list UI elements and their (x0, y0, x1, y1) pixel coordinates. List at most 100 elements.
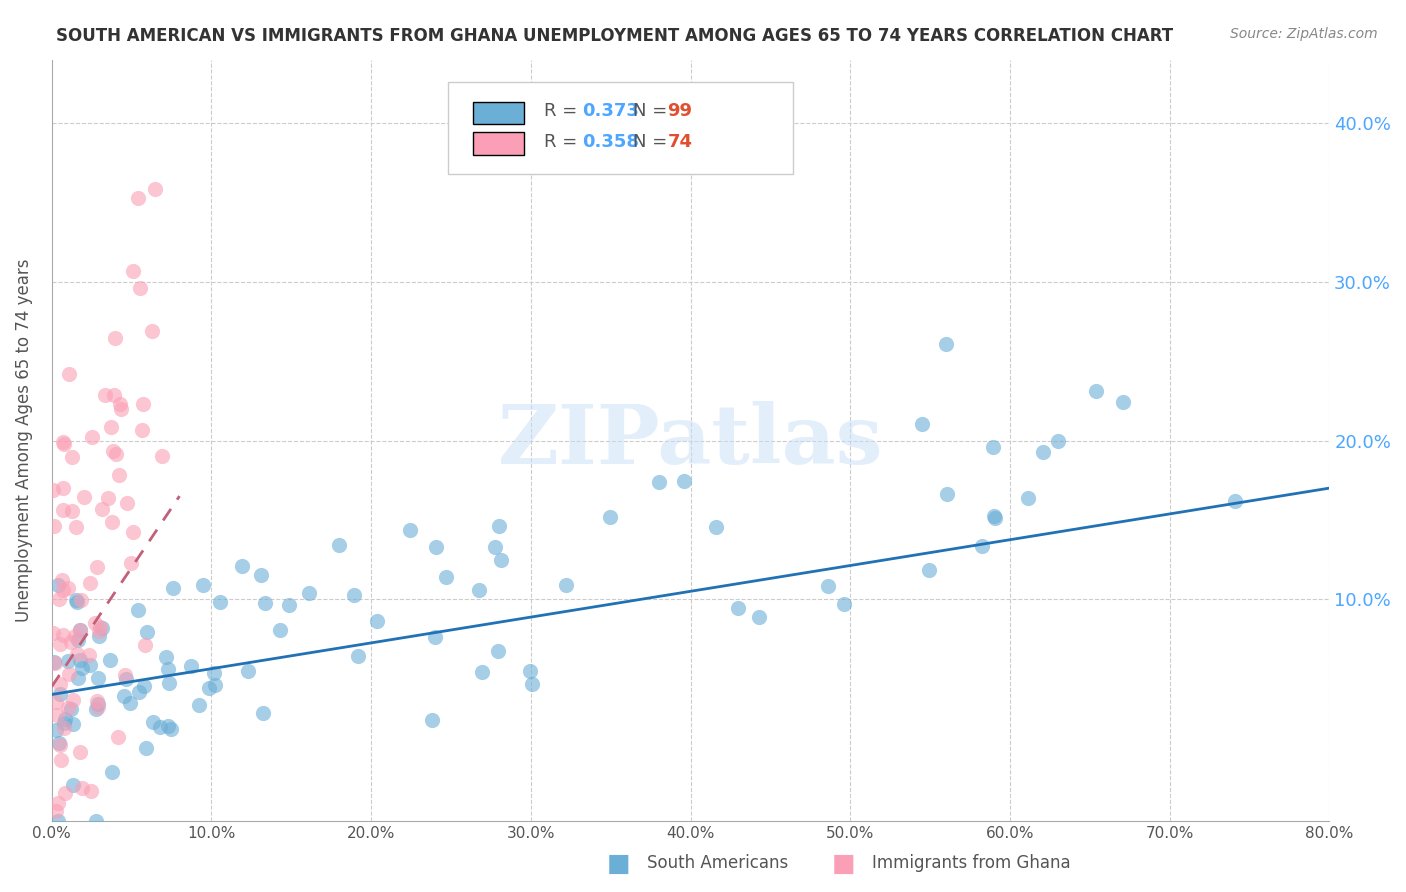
Point (343, 588, 366, 602)
Point (347, 649, 370, 664)
Point (73, 490, 96, 504)
Point (648, 475, 671, 489)
Point (328, 538, 350, 552)
Text: SOUTH AMERICAN VS IMMIGRANTS FROM GHANA UNEMPLOYMENT AMONG AGES 65 TO 74 YEARS C: SOUTH AMERICAN VS IMMIGRANTS FROM GHANA … (56, 27, 1174, 45)
Point (1085, 384, 1108, 399)
Point (48, 738, 70, 752)
Point (112, 689, 135, 703)
Text: 0.358: 0.358 (582, 133, 638, 151)
Point (52, 503, 75, 517)
Point (100, 764, 122, 779)
Point (66, 595, 89, 609)
Point (425, 540, 447, 554)
Point (80, 784, 103, 798)
Point (420, 714, 443, 728)
Point (52, 628, 75, 642)
Point (108, 397, 131, 411)
Point (79, 575, 101, 590)
Point (149, 720, 172, 734)
Text: 99: 99 (668, 103, 693, 120)
Point (69, 745, 91, 759)
Point (1017, 491, 1039, 506)
Point (69, 623, 91, 637)
Point (141, 324, 163, 338)
Point (162, 581, 184, 595)
Text: R =: R = (544, 103, 576, 120)
Point (48, 736, 70, 750)
Point (62, 693, 84, 707)
Point (52, 582, 75, 597)
Point (134, 638, 156, 652)
Point (80, 430, 103, 444)
Point (86, 699, 108, 714)
Point (52, 434, 75, 449)
Point (434, 570, 457, 584)
Point (66, 632, 89, 647)
Point (42, 483, 65, 497)
Point (87, 624, 110, 638)
Point (135, 740, 157, 755)
Point (97, 491, 120, 506)
Point (984, 511, 1007, 525)
Point (91, 501, 114, 516)
Point (911, 417, 934, 431)
Text: Immigrants from Ghana: Immigrants from Ghana (872, 855, 1070, 872)
Point (48, 592, 70, 607)
Point (62, 778, 84, 792)
Text: N =: N = (633, 103, 668, 120)
Point (110, 401, 132, 416)
Point (120, 556, 142, 570)
FancyBboxPatch shape (447, 82, 793, 174)
Point (180, 658, 202, 673)
Point (46, 578, 69, 592)
Point (46, 814, 69, 829)
Point (936, 487, 959, 501)
FancyBboxPatch shape (474, 102, 524, 124)
Point (832, 598, 855, 612)
Point (84, 701, 107, 715)
Point (202, 666, 225, 681)
Point (160, 722, 183, 736)
Point (254, 596, 277, 610)
Point (471, 665, 494, 679)
Y-axis label: Unemployment Among Ages 65 to 74 years: Unemployment Among Ages 65 to 74 years (15, 259, 32, 623)
Point (278, 598, 301, 612)
Point (131, 424, 153, 438)
Point (108, 468, 131, 483)
Text: ■: ■ (607, 852, 630, 875)
Point (522, 677, 544, 691)
Point (72, 780, 94, 795)
Point (484, 540, 506, 554)
Point (101, 443, 124, 458)
Point (44, 518, 66, 533)
Point (150, 449, 173, 463)
Point (63, 629, 86, 643)
Point (94, 387, 117, 401)
Point (488, 519, 510, 533)
Point (555, 578, 578, 592)
Point (103, 388, 125, 402)
Point (157, 719, 180, 733)
Point (60, 504, 83, 518)
Point (983, 509, 1005, 524)
Point (155, 649, 177, 664)
Point (100, 420, 122, 434)
Point (1112, 394, 1135, 409)
Point (817, 578, 839, 592)
Point (238, 665, 260, 679)
Point (118, 696, 141, 710)
Point (143, 181, 166, 195)
Point (58, 581, 80, 595)
Point (52, 721, 75, 735)
Point (208, 594, 231, 608)
Point (69, 653, 91, 667)
Point (49, 637, 72, 651)
Point (970, 539, 993, 553)
Point (52, 481, 75, 495)
Point (105, 447, 128, 461)
Point (58, 654, 80, 668)
Text: ■: ■ (832, 852, 855, 875)
Point (115, 496, 138, 510)
Point (122, 264, 145, 278)
Text: R =: R = (544, 133, 576, 151)
